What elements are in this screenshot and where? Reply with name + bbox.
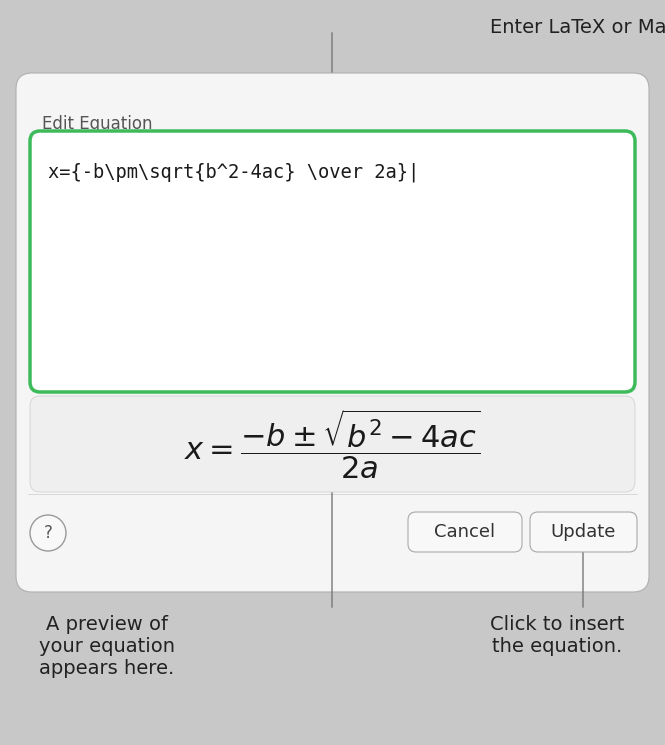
Text: Edit Equation: Edit Equation bbox=[42, 115, 152, 133]
Text: ?: ? bbox=[44, 524, 53, 542]
Text: Click to insert
the equation.: Click to insert the equation. bbox=[490, 615, 624, 656]
Text: Enter LaTeX or MathML here.: Enter LaTeX or MathML here. bbox=[490, 18, 665, 37]
Text: Update: Update bbox=[551, 523, 616, 541]
FancyBboxPatch shape bbox=[30, 396, 635, 492]
Text: $x = \dfrac{-b \pm \sqrt{b^2 - 4ac}}{2a}$: $x = \dfrac{-b \pm \sqrt{b^2 - 4ac}}{2a}… bbox=[184, 408, 480, 481]
FancyBboxPatch shape bbox=[408, 512, 522, 552]
FancyBboxPatch shape bbox=[30, 131, 635, 392]
Text: x={-b\pm\sqrt{b^2-4ac} \over 2a}|: x={-b\pm\sqrt{b^2-4ac} \over 2a}| bbox=[48, 162, 419, 182]
FancyBboxPatch shape bbox=[530, 512, 637, 552]
FancyBboxPatch shape bbox=[16, 73, 649, 592]
Text: A preview of
your equation
appears here.: A preview of your equation appears here. bbox=[39, 615, 175, 678]
Circle shape bbox=[30, 515, 66, 551]
Text: Cancel: Cancel bbox=[434, 523, 495, 541]
